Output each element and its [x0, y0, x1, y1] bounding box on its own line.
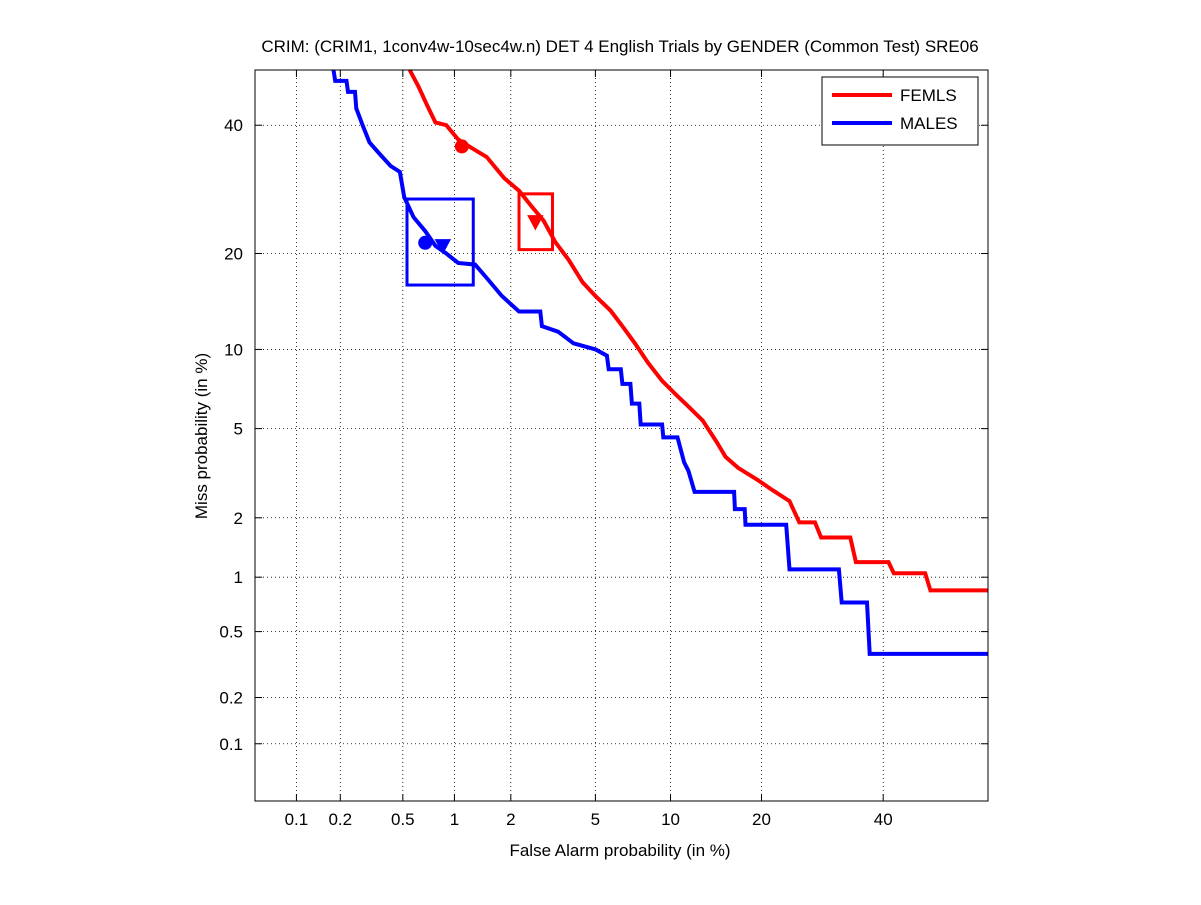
- y-tick-label: 0.5: [219, 623, 243, 642]
- grid-lines: [255, 70, 988, 801]
- y-tick-label: 2: [234, 509, 243, 528]
- y-tick-label: 20: [224, 244, 243, 263]
- confidence-box-femls: [517, 192, 555, 252]
- y-tick-label: 40: [224, 116, 243, 135]
- min-dcf-marker-femls: [454, 139, 469, 154]
- legend-label-femls: FEMLS: [900, 86, 957, 105]
- x-tick-label: 5: [591, 810, 600, 829]
- chart-title: CRIM: (CRIM1, 1conv4w-10sec4w.n) DET 4 E…: [261, 37, 978, 56]
- plot-frame: [254, 69, 989, 802]
- x-tick-label: 40: [874, 810, 893, 829]
- series-line-femls: [407, 69, 988, 593]
- tick-layer: 0.1 0.2 0.5 1 2 5 10 20 40 0.1 0.2 0.5 1 2 5 10 20 40: [219, 70, 988, 829]
- legend-box: [821, 76, 979, 146]
- x-tick-label: 0.2: [328, 810, 352, 829]
- series-layer: [331, 69, 988, 656]
- y-tick-label: 0.1: [219, 735, 243, 754]
- x-axis-label: False Alarm probability (in %): [509, 841, 730, 860]
- y-tick-label: 1: [234, 568, 243, 587]
- y-axis-label: Miss probability (in %): [192, 353, 211, 519]
- x-tick-label: 2: [506, 810, 515, 829]
- x-tick-label: 20: [752, 810, 771, 829]
- y-tick-label: 5: [234, 420, 243, 439]
- y-tick-label: 0.2: [219, 689, 243, 708]
- x-tick-label: 0.1: [285, 810, 309, 829]
- legend: FEMLS MALES: [821, 76, 979, 146]
- legend-label-males: MALES: [900, 114, 958, 133]
- x-tick-label: 0.5: [391, 810, 415, 829]
- min-dcf-marker-males: [418, 235, 433, 250]
- actual-dcf-marker-males: [434, 239, 452, 255]
- series-line-males: [331, 69, 988, 656]
- actual-dcf-marker-femls: [527, 215, 544, 231]
- marker-layer: [405, 139, 555, 287]
- x-tick-label: 1: [450, 810, 459, 829]
- confidence-box-males: [405, 197, 475, 287]
- x-tick-label: 10: [661, 810, 680, 829]
- y-tick-label: 10: [224, 340, 243, 359]
